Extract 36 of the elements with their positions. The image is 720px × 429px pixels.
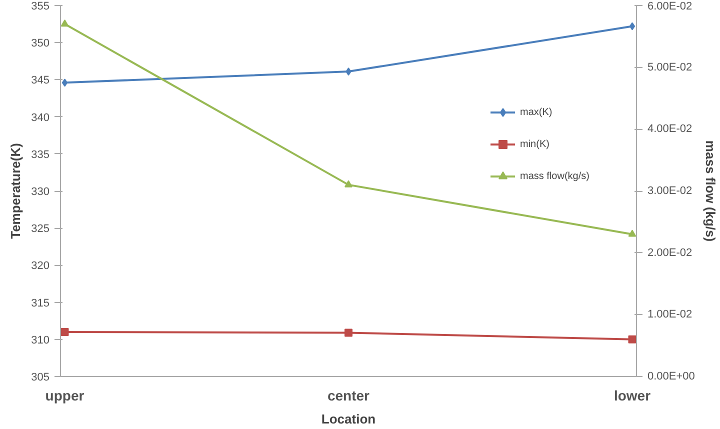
- point: [628, 335, 636, 344]
- y-tick-label: 355: [31, 0, 50, 12]
- y2-axis-title: mass flow (kg/s): [702, 140, 718, 242]
- legend-label: min(K): [520, 138, 550, 150]
- point: [346, 68, 352, 76]
- y2-tick-label: 5.00E-02: [648, 61, 692, 74]
- y-tick-label: 345: [31, 74, 50, 87]
- legend-label: mass flow(kg/s): [520, 170, 590, 182]
- point: [628, 230, 636, 237]
- y2-tick-label: 4.00E-02: [648, 123, 692, 136]
- point: [60, 328, 69, 336]
- x-tick-label: center: [327, 388, 370, 404]
- x-tick-label: upper: [45, 388, 85, 404]
- y-tick-label: 325: [31, 223, 50, 236]
- y-tick-label: 350: [31, 38, 50, 50]
- point: [62, 78, 68, 87]
- y-tick-label: 340: [31, 112, 50, 124]
- x-tick-label: lower: [614, 388, 652, 404]
- point: [629, 22, 636, 30]
- y-tick-label: 330: [31, 186, 50, 198]
- y2-tick-label: 2.00E-02: [648, 246, 692, 259]
- x-axis-title: Location: [321, 412, 376, 426]
- y2-tick-label: 6.00E-02: [648, 0, 692, 12]
- y-tick-label: 305: [31, 372, 50, 384]
- y-axis-title: Temperature(K): [8, 143, 24, 239]
- y-tick-label: 310: [31, 334, 50, 346]
- point: [344, 180, 352, 188]
- y-tick-label: 335: [31, 148, 50, 161]
- y2-tick-label: 1.00E-02: [648, 308, 692, 321]
- y-tick-label: 315: [31, 297, 50, 310]
- y2-tick-label: 3.00E-02: [648, 185, 692, 197]
- legend-label: max(K): [520, 106, 552, 118]
- y-tick-label: 320: [31, 260, 50, 272]
- point: [60, 20, 69, 27]
- y2-tick-label: 0.00E+00: [648, 370, 695, 382]
- point: [344, 328, 352, 337]
